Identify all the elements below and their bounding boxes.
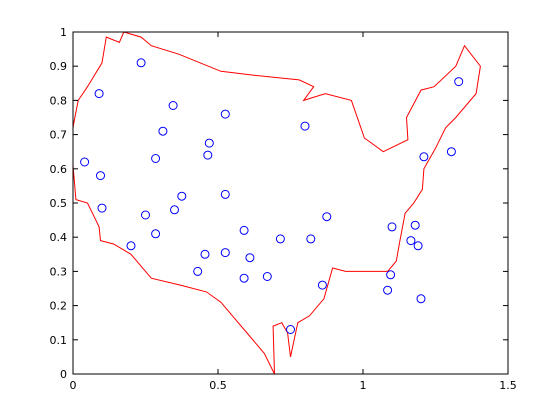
data-point — [317, 280, 327, 290]
x-tick-label: 1 — [360, 379, 367, 392]
data-point — [200, 249, 210, 259]
x-tick-label: 1.5 — [499, 379, 517, 392]
data-point — [416, 294, 426, 304]
data-point — [275, 234, 285, 244]
data-point — [387, 222, 397, 232]
data-point — [419, 152, 429, 162]
data-point — [454, 77, 464, 87]
data-point — [141, 210, 150, 220]
y-tick-label: 0.9 — [50, 60, 68, 73]
y-tick-label: 0.8 — [50, 94, 68, 107]
data-point — [96, 171, 105, 181]
data-points-layer — [80, 58, 464, 334]
data-point — [94, 89, 104, 99]
y-axis: 0 0.1 0.2 0.3 0.4 0.5 0.6 0.7 0.8 0.9 1 — [50, 26, 508, 381]
x-axis: 0 0.5 1 1.5 — [70, 32, 517, 392]
y-tick-label: 0.5 — [50, 197, 68, 210]
y-tick-label: 0.1 — [50, 334, 68, 347]
y-tick-label: 0.7 — [50, 129, 68, 142]
data-point — [410, 220, 420, 230]
data-point — [220, 248, 230, 258]
data-point — [97, 203, 107, 213]
data-point — [220, 189, 230, 199]
x-tick-label: 0.5 — [209, 379, 227, 392]
data-point — [239, 225, 249, 235]
data-point — [193, 266, 203, 276]
data-point — [151, 154, 161, 163]
x-tick-label: 0 — [70, 379, 77, 392]
y-tick-label: 0.3 — [50, 265, 68, 278]
us-outline-line — [72, 31, 481, 375]
data-point — [158, 126, 168, 136]
data-point — [406, 236, 416, 246]
data-point — [203, 150, 213, 160]
data-point — [286, 325, 295, 334]
us-outline-layer — [72, 31, 481, 375]
data-point — [413, 241, 423, 251]
data-point — [220, 109, 230, 119]
plot-frame — [72, 31, 509, 375]
y-tick-label: 0.2 — [50, 300, 68, 313]
data-point — [300, 121, 310, 131]
data-point — [245, 253, 255, 263]
data-point — [239, 273, 249, 283]
plot-area — [72, 31, 509, 375]
data-point — [80, 157, 90, 167]
y-tick-label: 0.4 — [50, 231, 68, 244]
data-point — [204, 138, 214, 148]
data-point — [136, 58, 146, 68]
y-tick-label: 0.6 — [50, 163, 68, 176]
data-point — [262, 272, 272, 281]
data-point — [126, 241, 136, 251]
data-point — [168, 101, 178, 110]
data-point — [151, 229, 161, 239]
y-tick-label: 1 — [60, 26, 67, 39]
data-point — [322, 212, 332, 222]
data-point — [177, 191, 187, 201]
y-tick-label: 0 — [60, 368, 67, 381]
data-point — [306, 234, 316, 244]
data-point — [170, 205, 179, 215]
data-point — [383, 285, 393, 295]
data-point — [386, 270, 396, 280]
data-point — [446, 147, 456, 157]
